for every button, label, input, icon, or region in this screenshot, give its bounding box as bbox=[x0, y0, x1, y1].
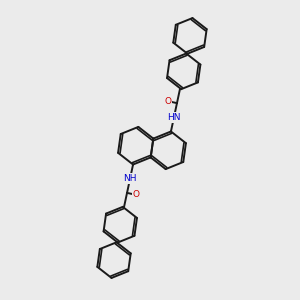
Text: NH: NH bbox=[123, 174, 137, 183]
Text: O: O bbox=[164, 97, 171, 106]
Text: HN: HN bbox=[167, 113, 181, 122]
Text: O: O bbox=[133, 190, 140, 200]
